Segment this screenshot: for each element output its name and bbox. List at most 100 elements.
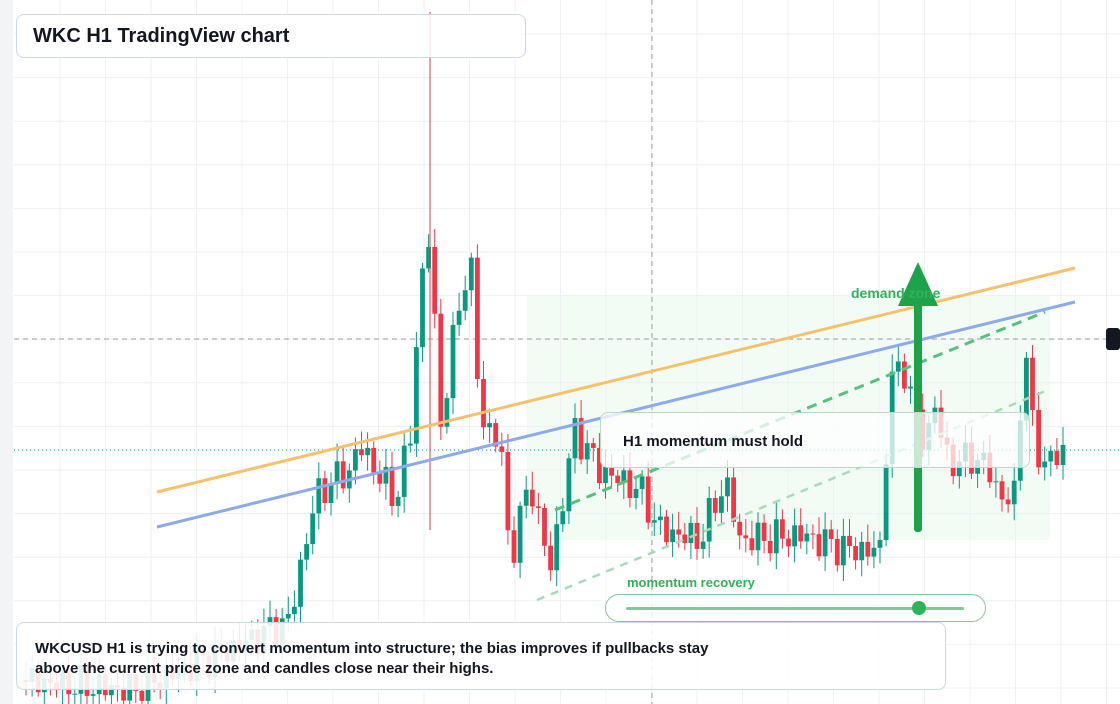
candle-body: [749, 538, 755, 551]
candle-body: [755, 522, 761, 551]
trend-line: [536, 388, 1049, 602]
candle-body: [1054, 450, 1060, 465]
candle-body: [554, 524, 560, 571]
candle-body: [780, 519, 785, 539]
candle-body: [365, 447, 370, 456]
candle-body: [725, 477, 730, 497]
candle-body: [731, 477, 736, 522]
title: WKC H1 TradingView chart: [16, 14, 526, 58]
candle-body: [1011, 480, 1017, 505]
candle-body: [908, 386, 913, 389]
candle-body: [316, 478, 322, 514]
candle-body: [1036, 409, 1041, 468]
candle-body: [487, 423, 492, 428]
candle-body: [389, 466, 395, 507]
candle-body: [267, 617, 273, 626]
candle-body: [865, 541, 871, 557]
candle-body: [621, 470, 627, 484]
candle-body: [499, 446, 505, 452]
arrow-head: [898, 262, 938, 306]
slider-knob[interactable]: [912, 601, 926, 615]
candle-body: [633, 488, 639, 498]
candle-body: [401, 445, 407, 497]
candle-body: [706, 497, 712, 542]
candle-body: [414, 347, 419, 444]
candle-body: [639, 476, 645, 489]
candle-body: [767, 540, 773, 554]
candle-body: [572, 418, 578, 459]
candle-body: [645, 476, 651, 523]
candle-body: [1060, 444, 1066, 465]
candle-body: [719, 496, 724, 513]
candle-body: [109, 684, 114, 696]
candle-body: [1024, 357, 1029, 421]
candle-body: [834, 538, 840, 566]
candle-body: [810, 533, 816, 535]
candle-body: [517, 505, 523, 563]
candle-body: [993, 481, 999, 483]
candle-body: [712, 497, 718, 513]
trend-line: [554, 310, 1046, 512]
candle-body: [603, 467, 608, 484]
left-strip: [0, 0, 13, 704]
candle-body: [420, 268, 425, 348]
candle-body: [505, 451, 511, 531]
candle-body: [328, 483, 334, 503]
candle-body: [761, 522, 767, 541]
candle-body: [627, 470, 633, 498]
candle-body: [956, 461, 962, 477]
candle-body: [578, 418, 584, 460]
candle-body: [536, 506, 541, 509]
candle-body: [737, 521, 743, 536]
candle-body: [688, 522, 694, 544]
candle-body: [822, 529, 828, 557]
summary: WKCUSD H1 is trying to convert momentum …: [16, 622, 946, 690]
candle-body: [444, 398, 450, 427]
candle-body: [773, 519, 779, 554]
candle-body: [322, 478, 328, 503]
candle-body: [792, 525, 797, 547]
candle-body: [859, 541, 865, 561]
candle-body: [407, 443, 413, 446]
candle-body: [676, 529, 682, 535]
grid: [14, 0, 1120, 704]
candle-body: [847, 535, 852, 547]
candle-body: [798, 525, 804, 542]
candle-body: [353, 449, 358, 471]
candle-body: [542, 508, 547, 546]
candle-body: [72, 693, 78, 695]
candle-body: [828, 529, 834, 539]
candle-body: [462, 290, 468, 311]
candle-body: [597, 447, 602, 484]
candle-body: [529, 489, 535, 507]
candle-body: [334, 461, 340, 484]
candle-body: [450, 324, 456, 399]
candle-body: [371, 447, 377, 473]
candle-body: [841, 535, 846, 566]
slider[interactable]: [605, 594, 986, 622]
candle-body: [359, 449, 364, 456]
candle-body: [377, 472, 383, 484]
candle-body: [1005, 499, 1011, 505]
candle-body: [584, 443, 590, 460]
candle-body: [1030, 357, 1035, 410]
candle-body: [481, 378, 486, 428]
crosshair-button[interactable]: [1106, 328, 1120, 350]
candle-body: [651, 520, 657, 523]
candle-body: [670, 529, 675, 543]
candle-body: [548, 545, 553, 571]
candle-body: [816, 534, 822, 557]
candle-body: [438, 313, 444, 427]
candle-body: [383, 466, 389, 484]
candle-body: [523, 489, 529, 506]
candle-body: [121, 687, 126, 701]
candle-body: [895, 361, 901, 372]
candle-body: [700, 541, 706, 549]
candle-body: [292, 606, 297, 615]
candle-body: [310, 513, 316, 545]
candle-body: [853, 546, 858, 561]
zone-label: demand zone: [851, 285, 941, 301]
candle-body: [871, 547, 877, 557]
